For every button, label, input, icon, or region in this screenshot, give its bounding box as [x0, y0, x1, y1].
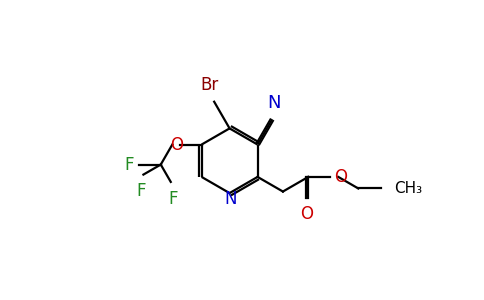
- Text: O: O: [333, 168, 347, 186]
- Text: O: O: [170, 136, 182, 154]
- Text: O: O: [300, 206, 313, 224]
- Text: F: F: [136, 182, 146, 200]
- Text: F: F: [168, 190, 178, 208]
- Text: CH₃: CH₃: [393, 181, 422, 196]
- Text: F: F: [124, 156, 134, 174]
- Text: N: N: [267, 94, 281, 112]
- Text: N: N: [224, 190, 237, 208]
- Text: Br: Br: [200, 76, 219, 94]
